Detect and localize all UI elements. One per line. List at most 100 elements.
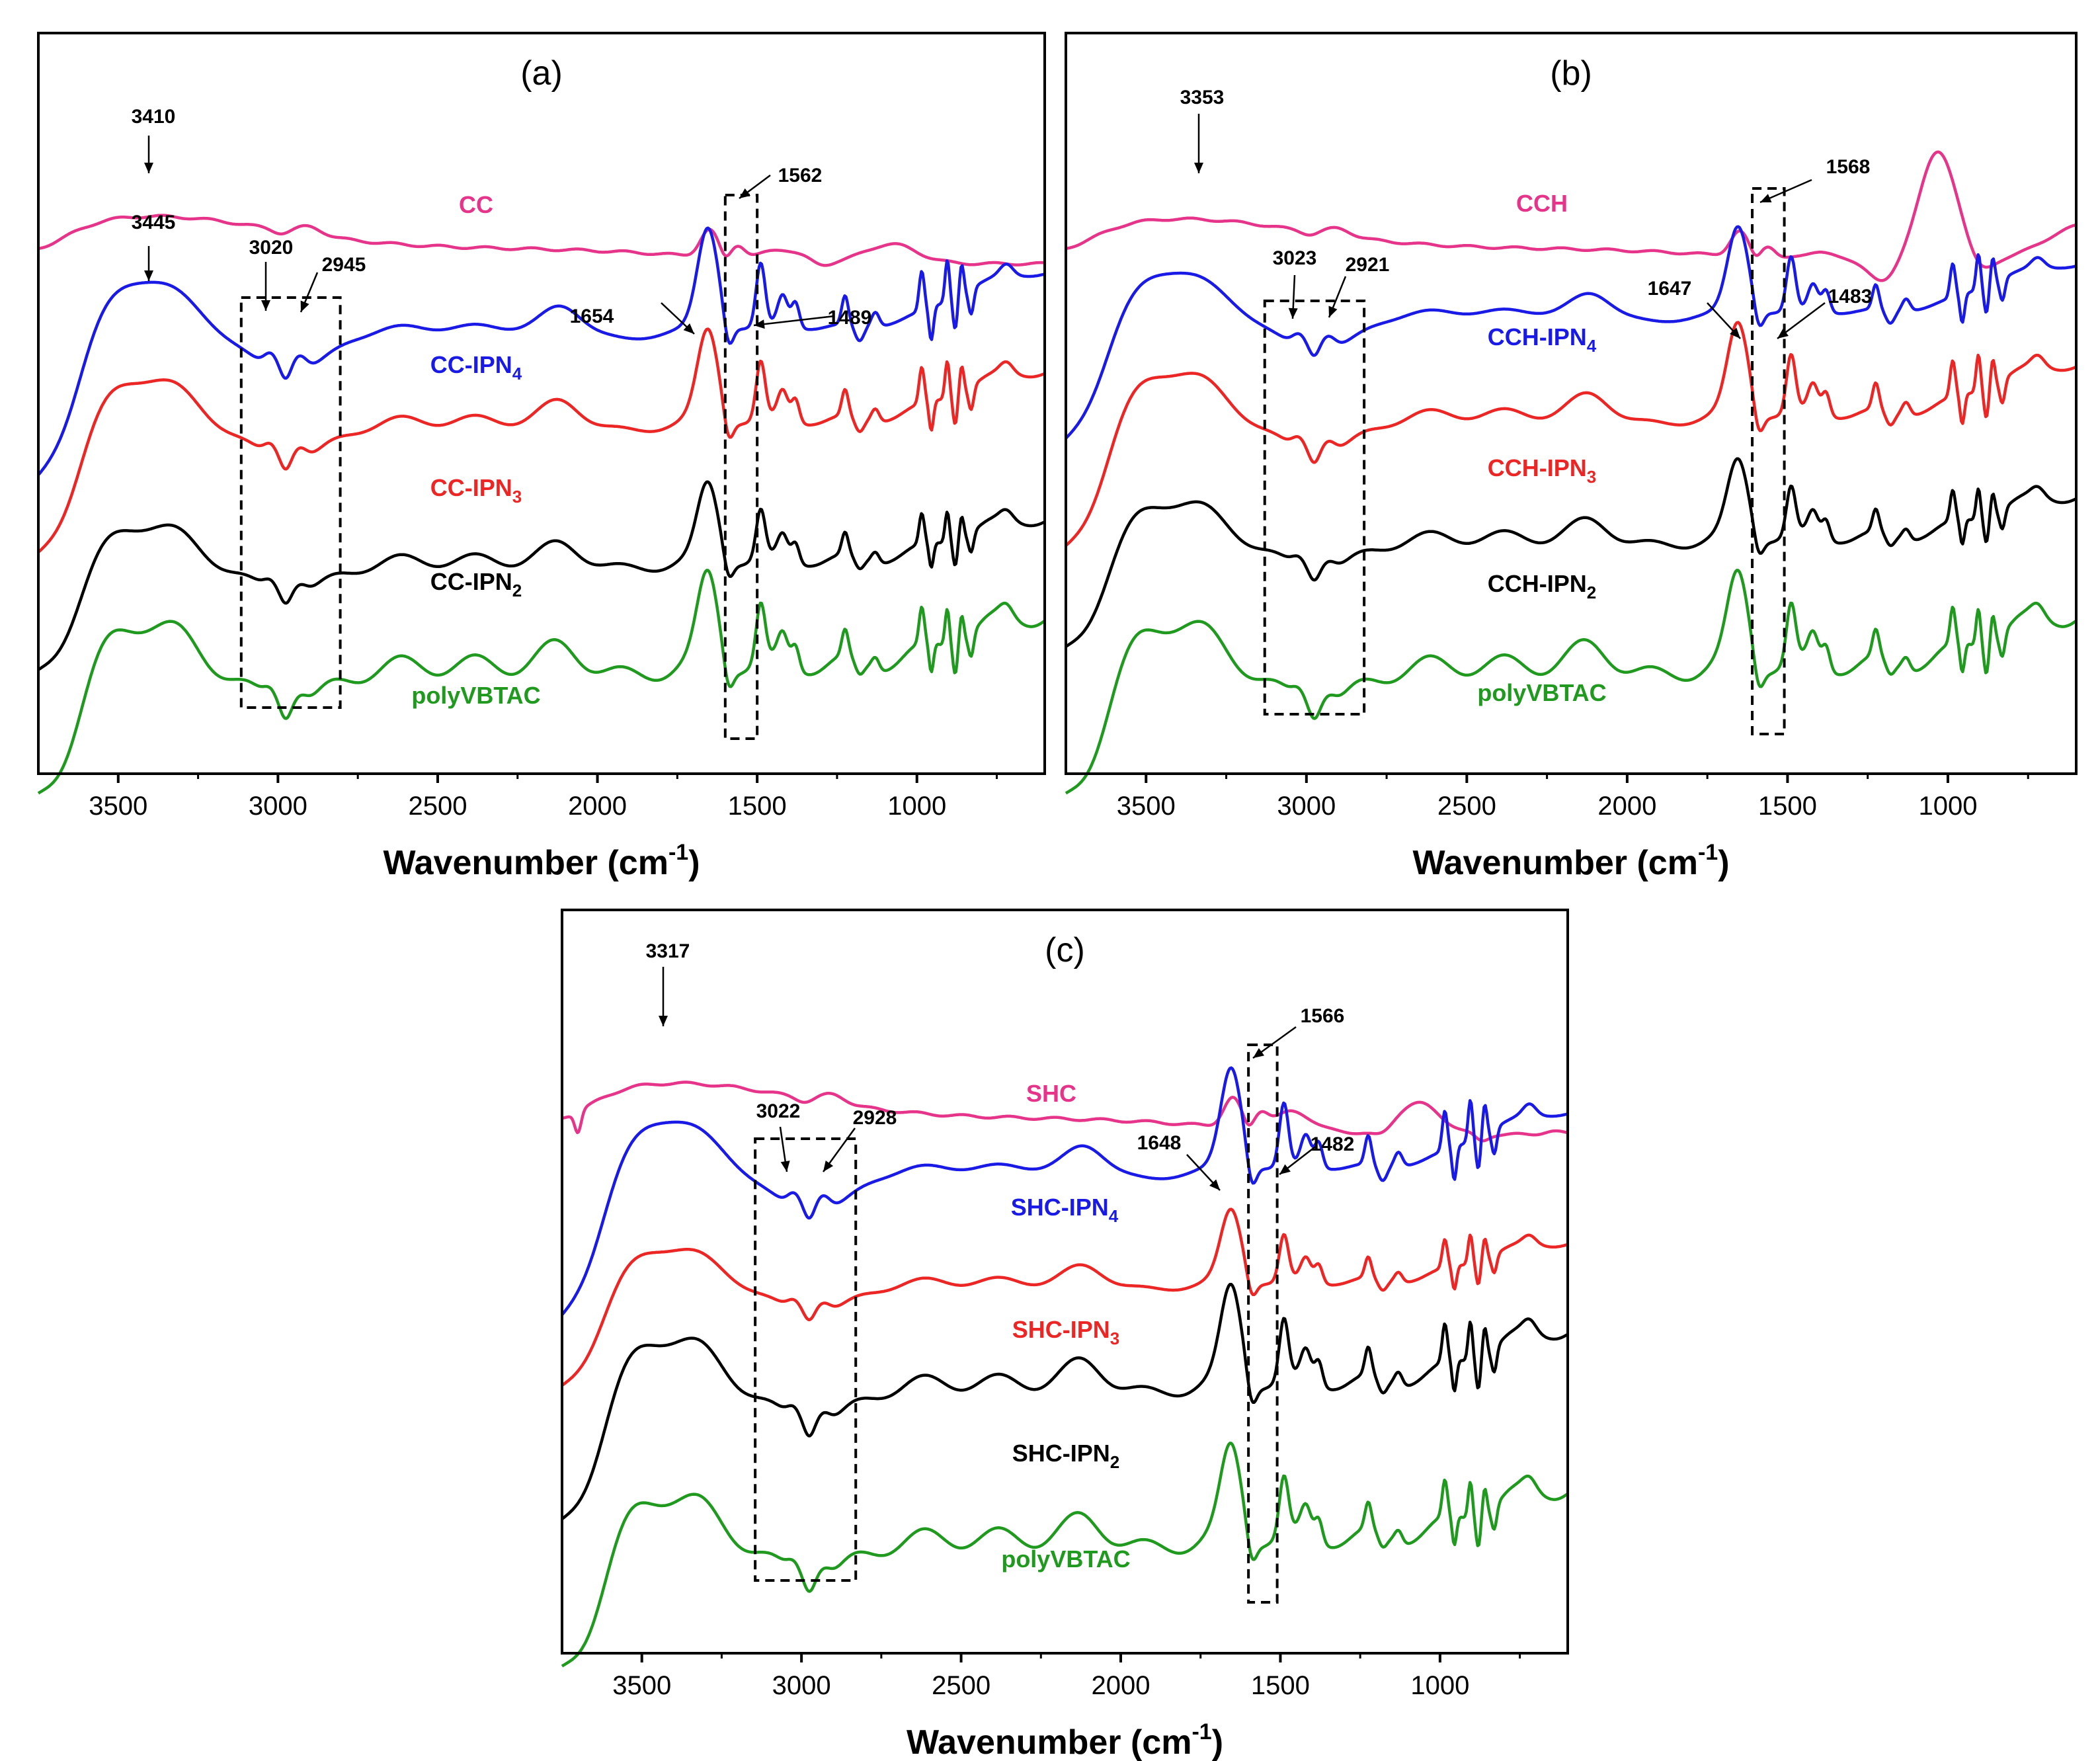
- annotation-arrowhead: [1760, 194, 1772, 203]
- annotation-arrowhead: [1328, 306, 1338, 317]
- panel-title: (b): [1550, 54, 1592, 93]
- annotation-arrowhead: [1777, 328, 1789, 339]
- annotation-arrowhead: [739, 188, 751, 198]
- peak-annotation-label: 3022: [756, 1100, 801, 1122]
- peak-annotation-label: 1482: [1311, 1133, 1355, 1155]
- peak-annotation-label: 2945: [322, 254, 366, 276]
- annotation-arrowhead: [754, 319, 765, 329]
- x-tick-label: 3000: [772, 1671, 831, 1700]
- x-tick-label: 2500: [1437, 792, 1496, 821]
- peak-annotation-label: 1483: [1828, 286, 1873, 307]
- series-label: CC-IPN4: [430, 351, 522, 384]
- x-tick-label: 2000: [1092, 1671, 1151, 1700]
- peak-annotation-label: 1562: [778, 165, 823, 186]
- x-tick-label: 1500: [728, 792, 787, 821]
- annotation-arrowhead: [659, 1016, 668, 1026]
- panel-title: (c): [1045, 931, 1085, 969]
- series-line-shc-ipn2: [561, 1282, 1568, 1520]
- x-tick-label: 3500: [89, 792, 147, 821]
- panel-b: 3500 3000 2500 2000 1500 1000 Wavenumber (cm-1…: [1065, 32, 2078, 882]
- series-line-cc-ipn4: [37, 226, 1045, 476]
- series-line-cc-ipn2: [37, 480, 1045, 671]
- highlight-box: [239, 296, 342, 709]
- panel-title: (a): [520, 54, 563, 93]
- annotation-arrowhead: [300, 300, 309, 312]
- panel-a: 3500 3000 2500 2000 1500 1000 Wavenumber (cm-1…: [37, 32, 1046, 882]
- peak-annotation-label: 3353: [1180, 87, 1225, 108]
- x-tick-label: 1500: [1251, 1671, 1310, 1700]
- series-line-cc-ipn3: [37, 327, 1045, 553]
- x-tick-label: 3000: [249, 792, 307, 821]
- peak-annotation-label: 1489: [828, 307, 872, 329]
- series-label: CCH-IPN4: [1488, 323, 1597, 356]
- highlight-box: [1263, 300, 1366, 716]
- peak-annotation-label: 3317: [646, 940, 690, 962]
- x-tick-label: 1000: [1918, 792, 1977, 821]
- highlight-box: [1751, 187, 1786, 735]
- x-tick-label: 2500: [932, 1671, 990, 1700]
- peak-annotation-label: 3410: [132, 106, 176, 128]
- plot-frame: [37, 32, 1046, 775]
- annotation-arrowhead: [780, 1161, 790, 1172]
- annotation-arrowhead: [1288, 307, 1298, 319]
- series-line-polyvbtac: [37, 569, 1045, 795]
- series-label: CCH-IPN3: [1488, 454, 1596, 487]
- series-label: CC: [459, 191, 493, 218]
- series-label: CC-IPN2: [430, 568, 522, 600]
- series-line-cc: [38, 214, 1045, 267]
- panel-c: 3500 3000 2500 2000 1500 1000 Wavenumber (cm-1…: [561, 909, 1569, 1761]
- annotation-arrowhead: [683, 323, 694, 334]
- series-label: polyVBTAC: [1001, 1545, 1130, 1573]
- plot-frame: [561, 909, 1569, 1655]
- annotation-arrowhead: [1209, 1179, 1220, 1190]
- annotation-arrowhead: [144, 163, 153, 173]
- series-line-shc-ipn3: [561, 1208, 1568, 1387]
- series-label: polyVBTAC: [411, 682, 540, 709]
- peak-annotation-label: 1654: [570, 306, 614, 327]
- annotation-arrowhead: [261, 300, 270, 311]
- series-label: CCH-IPN2: [1488, 570, 1596, 602]
- annotation-arrowhead: [1729, 327, 1740, 339]
- annotation-arrowhead: [1279, 1164, 1291, 1174]
- series-line-polyvbtac: [561, 1442, 1568, 1668]
- series-line-shc-ipn4: [561, 1066, 1568, 1316]
- annotation-arrowhead: [823, 1160, 834, 1172]
- highlight-box: [1247, 1044, 1279, 1604]
- x-axis-title: Wavenumber (cm-1): [383, 840, 700, 882]
- x-tick-label: 1500: [1758, 792, 1817, 821]
- series-label: SHC: [1026, 1080, 1076, 1107]
- series-line-cch-ipn2: [1065, 457, 2076, 648]
- series-label: CCH: [1516, 190, 1568, 217]
- peak-annotation-label: 2928: [853, 1107, 897, 1129]
- series-line-cch-ipn3: [1065, 321, 2076, 547]
- series-label: SHC-IPN2: [1012, 1440, 1119, 1472]
- x-tick-label: 2000: [568, 792, 627, 821]
- annotation-arrowhead: [1253, 1047, 1265, 1058]
- x-tick-label: 1000: [1410, 1671, 1469, 1700]
- series-label: SHC-IPN4: [1011, 1194, 1119, 1226]
- series-line-shc: [561, 1081, 1568, 1143]
- x-tick-label: 1000: [887, 792, 946, 821]
- peak-annotation-label: 3020: [249, 237, 294, 259]
- series-line-polyvbtac: [1065, 569, 2077, 795]
- series-line-cch-ipn4: [1065, 225, 2076, 440]
- peak-annotation-label: 1566: [1301, 1005, 1345, 1027]
- annotation-arrowhead: [144, 270, 153, 281]
- x-tick-label: 2000: [1597, 792, 1656, 821]
- series-line-cch: [1065, 150, 2076, 282]
- peak-annotation-label: 1648: [1137, 1132, 1182, 1154]
- series-label: SHC-IPN3: [1012, 1316, 1119, 1348]
- annotation-arrow: [753, 315, 835, 327]
- peak-annotation-label: 3023: [1273, 247, 1317, 269]
- annotation-arrowhead: [1194, 163, 1203, 173]
- x-axis-title: Wavenumber (cm-1): [907, 1719, 1223, 1761]
- peak-annotation-label: 3445: [132, 212, 176, 233]
- x-tick-label: 3000: [1277, 792, 1336, 821]
- series-label: CC-IPN3: [430, 474, 522, 507]
- x-axis-title: Wavenumber (cm-1): [1412, 840, 1729, 882]
- highlight-box: [754, 1137, 858, 1582]
- x-tick-label: 3500: [1117, 792, 1176, 821]
- x-tick-label: 3500: [612, 1671, 671, 1700]
- x-tick-label: 2500: [408, 792, 467, 821]
